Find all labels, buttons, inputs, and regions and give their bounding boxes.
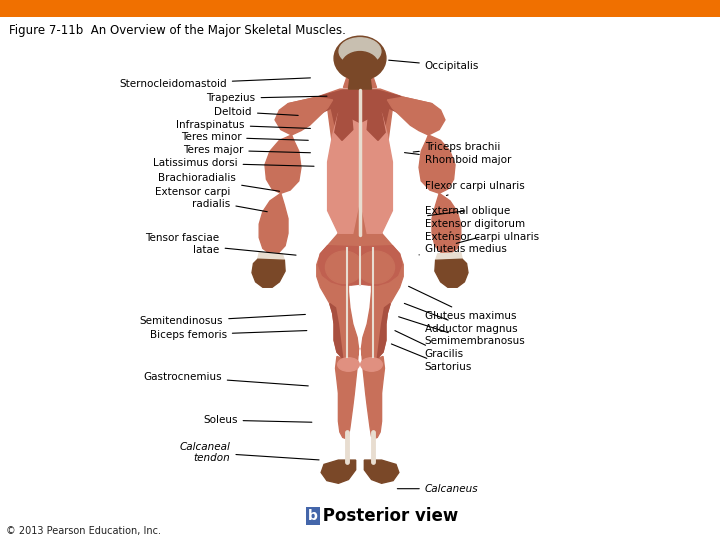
Text: Gracilis: Gracilis <box>395 330 464 359</box>
Text: Trapezius: Trapezius <box>207 93 327 103</box>
Text: Adductor magnus: Adductor magnus <box>405 303 518 334</box>
Polygon shape <box>343 77 377 87</box>
Polygon shape <box>258 253 284 260</box>
Polygon shape <box>435 259 468 287</box>
Text: Occipitalis: Occipitalis <box>389 60 480 71</box>
Polygon shape <box>367 113 385 140</box>
Ellipse shape <box>341 51 379 82</box>
Text: Sternocleidomastoid: Sternocleidomastoid <box>120 78 310 89</box>
Text: Teres major: Teres major <box>183 145 310 155</box>
Text: Deltoid: Deltoid <box>215 107 298 117</box>
Text: Figure 7-11b  An Overview of the Major Skeletal Muscles.: Figure 7-11b An Overview of the Major Sk… <box>9 24 346 37</box>
Polygon shape <box>432 193 461 254</box>
Text: © 2013 Pearson Education, Inc.: © 2013 Pearson Education, Inc. <box>6 525 161 536</box>
Polygon shape <box>364 460 399 483</box>
Polygon shape <box>335 113 353 140</box>
Polygon shape <box>265 135 301 193</box>
Text: Semimembranosus: Semimembranosus <box>399 317 526 346</box>
Ellipse shape <box>361 357 382 372</box>
Polygon shape <box>321 460 356 483</box>
Text: Gluteus maximus: Gluteus maximus <box>408 286 516 321</box>
Text: Biceps femoris: Biceps femoris <box>150 330 307 340</box>
Polygon shape <box>310 90 410 154</box>
Text: Soleus: Soleus <box>203 415 312 425</box>
Polygon shape <box>275 97 333 135</box>
Ellipse shape <box>338 357 359 372</box>
Ellipse shape <box>334 36 386 80</box>
Text: Infraspinatus: Infraspinatus <box>176 120 310 130</box>
Polygon shape <box>360 113 392 233</box>
Ellipse shape <box>357 251 395 284</box>
Polygon shape <box>259 193 288 254</box>
Text: Brachioradialis: Brachioradialis <box>158 173 279 191</box>
Polygon shape <box>317 246 360 361</box>
Text: Calcaneal
tendon: Calcaneal tendon <box>179 442 319 463</box>
Text: Tensor fasciae
latae: Tensor fasciae latae <box>145 233 296 255</box>
Polygon shape <box>318 246 402 285</box>
Text: Gastrocnemius: Gastrocnemius <box>143 372 308 386</box>
Polygon shape <box>348 78 372 89</box>
Polygon shape <box>330 303 343 359</box>
Text: Extensor carpi ulnaris: Extensor carpi ulnaris <box>425 232 539 244</box>
Polygon shape <box>361 348 384 438</box>
Text: External oblique: External oblique <box>425 206 510 215</box>
Text: Triceps brachii: Triceps brachii <box>413 142 500 152</box>
Polygon shape <box>328 113 360 233</box>
Text: Gluteus medius: Gluteus medius <box>419 245 507 255</box>
Text: Latissimus dorsi: Latissimus dorsi <box>153 158 314 168</box>
Polygon shape <box>436 253 462 260</box>
Text: Extensor carpi
radialis: Extensor carpi radialis <box>155 187 267 212</box>
Bar <box>0 0 720 17</box>
Polygon shape <box>252 259 285 287</box>
Text: Calcaneus: Calcaneus <box>397 484 478 494</box>
Text: Semitendinosus: Semitendinosus <box>140 314 305 326</box>
Text: Teres minor: Teres minor <box>181 132 308 142</box>
Polygon shape <box>288 89 432 246</box>
Polygon shape <box>336 348 359 438</box>
Text: Rhomboid major: Rhomboid major <box>405 153 511 165</box>
Polygon shape <box>377 303 390 359</box>
Ellipse shape <box>325 251 363 284</box>
Ellipse shape <box>339 38 381 65</box>
Polygon shape <box>387 97 445 135</box>
Polygon shape <box>360 246 403 361</box>
Text: Flexor carpi ulnaris: Flexor carpi ulnaris <box>425 181 525 195</box>
Text: Sartorius: Sartorius <box>392 344 472 372</box>
Text: Extensor digitorum: Extensor digitorum <box>425 219 525 232</box>
Polygon shape <box>419 135 455 193</box>
Text: Posterior view: Posterior view <box>317 507 458 525</box>
Text: b: b <box>308 509 318 523</box>
